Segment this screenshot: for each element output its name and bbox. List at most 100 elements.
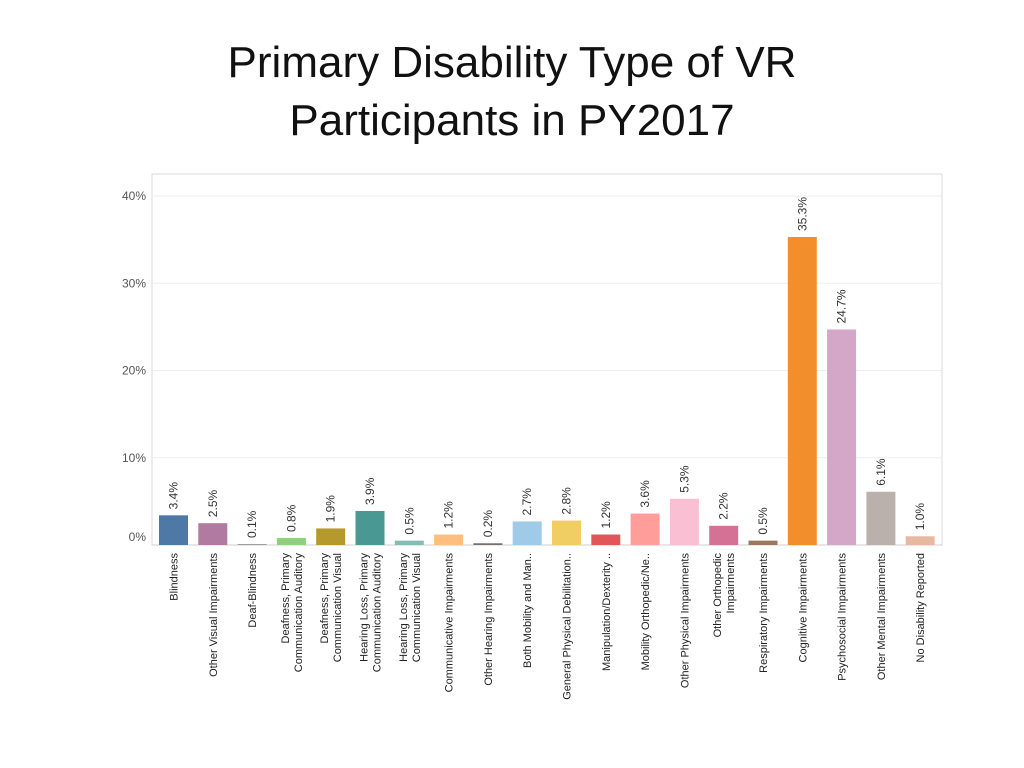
category-label-line: Communication Visual: [332, 553, 344, 662]
category-label-line: Other Orthopedic: [712, 553, 724, 638]
data-label: 0.5%: [402, 507, 416, 535]
data-label: 6.1%: [874, 458, 888, 486]
bar: [905, 536, 935, 545]
data-label: 3.6%: [638, 480, 652, 508]
bar: [709, 525, 739, 545]
title-line-2: Participants in PY2017: [289, 96, 735, 145]
category-label-line: Psychosocial Impairments: [837, 553, 849, 681]
category-label: Hearing Loss, PrimaryCommunication Audit…: [359, 553, 384, 673]
title-line-1: Primary Disability Type of VR: [227, 38, 797, 87]
category-label: Deafness, PrimaryCommunication Auditory: [280, 553, 305, 673]
y-tick-label: 0%: [129, 530, 147, 544]
data-label: 1.0%: [913, 503, 927, 531]
y-tick-label: 40%: [122, 189, 146, 203]
category-label-line: No Disability Reported: [915, 553, 927, 662]
bar: [434, 534, 464, 545]
category-label-line: Communication Auditory: [372, 553, 384, 673]
bar: [630, 513, 660, 545]
category-label-line: Deaf-Blindness: [247, 553, 259, 628]
category-label: Other OrthopedicImpairments: [712, 553, 737, 638]
data-label: 0.1%: [245, 510, 259, 538]
data-label: 2.7%: [520, 488, 534, 516]
data-label: 2.8%: [560, 487, 574, 515]
category-label: Manipulation/Dexterity ..: [601, 553, 613, 671]
y-tick-label: 20%: [122, 364, 146, 378]
category-label-line: Impairments: [725, 553, 737, 614]
category-label: General Physical Debilitation..: [562, 553, 574, 700]
data-label: 2.5%: [206, 490, 220, 518]
category-label: Blindness: [169, 553, 181, 601]
y-axis: 0% 10% 20% 30% 40%: [122, 189, 146, 544]
data-label: 3.4%: [167, 482, 181, 510]
bar: [159, 515, 188, 545]
category-label-line: Deafness, Primary: [280, 553, 292, 644]
bar: [473, 543, 503, 545]
category-label-line: Respiratory Impairments: [758, 553, 770, 673]
bar: [669, 498, 699, 545]
category-label: Other Hearing Impairments: [483, 553, 495, 686]
data-label: 0.2%: [481, 510, 495, 538]
data-label: 5.3%: [677, 465, 691, 493]
category-label: No Disability Reported: [915, 553, 927, 662]
bars: [159, 237, 935, 545]
category-label: Psychosocial Impairments: [837, 553, 849, 681]
category-label: Both Mobility and Man..: [522, 553, 534, 668]
bar: [591, 534, 621, 545]
category-label-line: Other Physical Impairments: [679, 553, 691, 689]
bar: [355, 510, 385, 545]
category-label-line: Communication Auditory: [293, 553, 305, 673]
slide-title: Primary Disability Type of VR Participan…: [0, 34, 1024, 150]
data-label: 0.5%: [756, 507, 770, 535]
category-label-line: Hearing Loss, Primary: [359, 553, 371, 662]
category-label: Respiratory Impairments: [758, 553, 770, 673]
bar: [276, 538, 306, 545]
category-label-line: Hearing Loss, Primary: [398, 553, 410, 662]
bar: [237, 544, 267, 545]
bar: [512, 521, 542, 545]
bar: [787, 237, 817, 545]
category-label: Hearing Loss, PrimaryCommunication Visua…: [398, 553, 423, 663]
data-label: 35.3%: [795, 197, 809, 231]
category-label: Cognitive Impairments: [797, 553, 809, 663]
y-tick-label: 30%: [122, 276, 146, 290]
category-label: Mobility Orthopedic/Ne..: [640, 553, 652, 670]
data-label: 3.9%: [363, 477, 377, 505]
data-label: 24.7%: [835, 289, 849, 323]
x-axis: Blindness Other Visual Impairments Deaf-Bl…: [169, 553, 928, 700]
bar: [198, 523, 228, 545]
data-label: 2.2%: [717, 492, 731, 520]
bar: [316, 528, 346, 545]
bar: [552, 520, 581, 545]
category-label-line: Other Mental Impairments: [876, 553, 888, 681]
category-label: Other Physical Impairments: [679, 553, 691, 689]
data-label: 0.8%: [284, 504, 298, 532]
category-label-line: Cognitive Impairments: [797, 553, 809, 663]
category-label-line: Blindness: [169, 553, 181, 601]
category-label-line: Manipulation/Dexterity ..: [601, 553, 613, 671]
category-label: Deafness, PrimaryCommunication Visual: [319, 553, 344, 663]
data-label: 1.2%: [442, 501, 456, 529]
category-label: Other Visual Impairments: [208, 553, 220, 677]
category-label-line: Deafness, Primary: [319, 553, 331, 644]
category-label-line: General Physical Debilitation..: [562, 553, 574, 700]
data-label: 1.2%: [599, 501, 613, 529]
bar: [394, 540, 424, 545]
category-label-line: Mobility Orthopedic/Ne..: [640, 553, 652, 670]
bar: [827, 329, 857, 545]
bar: [748, 540, 778, 545]
value-labels: 3.4% 2.5% 0.1% 0.8% 1.9% 3.9% 0.5% 1.2% 0.2% 2.7%…: [167, 197, 928, 538]
bar: [866, 491, 896, 545]
category-label-line: Both Mobility and Man..: [522, 553, 534, 668]
category-label-line: Communicative Impairments: [444, 553, 456, 693]
category-label: Deaf-Blindness: [247, 553, 259, 628]
data-label: 1.9%: [324, 495, 338, 523]
y-tick-label: 10%: [122, 451, 146, 465]
category-label: Communicative Impairments: [444, 553, 456, 693]
category-label-line: Other Hearing Impairments: [483, 553, 495, 686]
plot-frame: [151, 173, 943, 546]
category-label: Other Mental Impairments: [876, 553, 888, 681]
category-label-line: Other Visual Impairments: [208, 553, 220, 677]
category-label-line: Communication Visual: [411, 553, 423, 662]
